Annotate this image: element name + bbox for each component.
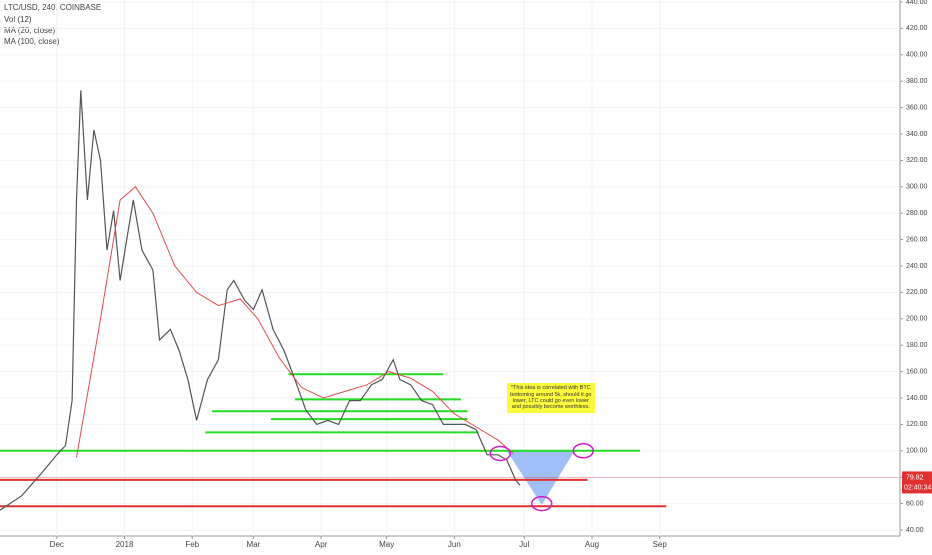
x-tick-label: Sep [653,540,668,549]
highlight-circle [572,443,595,459]
y-tick-label: 340.00 [906,131,928,138]
x-tick-label: Apr [315,540,328,549]
highlight-circle [489,445,511,462]
note-text: *This idea is correlated with BTC bottom… [506,383,595,413]
x-tick-label: Feb [185,540,199,549]
indicator: MA (20, close) [4,26,55,35]
projection-triangle [506,450,575,505]
grid [0,0,900,536]
y-tick-label: 180.00 [906,342,928,349]
x-tick-label: Jun [448,540,461,549]
note: *This idea is correlated with BTC bottom… [506,383,595,413]
highlight-circle [530,495,553,512]
y-tick-label: 400.00 [906,52,928,59]
symbol-title: LTC/USD, 240, COINBASE [4,3,101,12]
y-tick-label: 40.00 [906,527,924,534]
y-tick-label: 120.00 [906,421,928,428]
y-tick-label: 200.00 [906,316,928,323]
y-tick-label: 240.00 [906,263,928,270]
y-tick-label: 100.00 [906,448,928,455]
countdown-label: 02:40:34 [904,484,931,491]
y-tick-label: 440.00 [906,0,928,6]
price-line [76,186,514,458]
y-tick-label: 140.00 [906,395,928,402]
y-tick-label: 360.00 [906,104,928,111]
y-tick-label: 220.00 [906,289,928,296]
last-price-box [902,471,932,494]
y-tick-label: 280.00 [906,210,928,217]
y-tick-label: 300.00 [906,184,928,191]
x-tick-label: Aug [585,540,599,549]
y-tick-label: 320.00 [906,157,928,164]
y-tick-label: 160.00 [906,368,928,375]
x-tick-label: Jul [519,540,529,549]
y-tick-label: 260.00 [906,236,928,243]
x-tick-label: Dec [50,540,64,549]
y-tick-label: 380.00 [906,78,928,85]
price-line [0,90,521,511]
last-price-label: 79.82 [906,474,924,481]
x-tick-label: Mar [247,540,261,549]
x-tick-label: 2018 [116,540,134,549]
indicator: MA (100, close) [4,37,60,46]
indicator: Vol (12) [4,15,32,24]
x-tick-label: May [379,540,394,549]
y-tick-label: 420.00 [906,25,928,32]
y-tick-label: 60.00 [906,500,924,507]
